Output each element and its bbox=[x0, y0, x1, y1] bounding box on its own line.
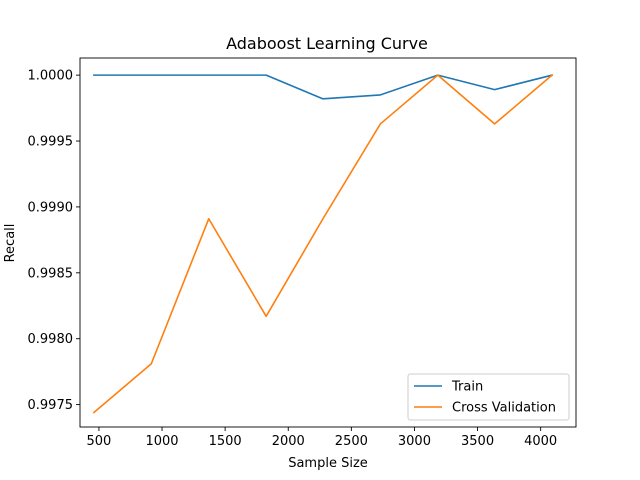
y-tick-label-1: 0.9980 bbox=[28, 332, 74, 347]
y-tick-label-2: 0.9985 bbox=[28, 266, 74, 281]
x-tick-label-5: 3000 bbox=[398, 434, 431, 449]
y-tick-label-0: 0.9975 bbox=[28, 398, 74, 413]
x-tick-label-6: 3500 bbox=[461, 434, 494, 449]
x-tick-label-7: 4000 bbox=[524, 434, 557, 449]
legend-entry-0: Train bbox=[451, 380, 483, 395]
chart-title: Adaboost Learning Curve bbox=[226, 34, 428, 53]
x-axis-label: Sample Size bbox=[288, 456, 368, 471]
plot-area: 500 1000 1500 2000 2500 3000 3500 4000 0.9975 0.9… bbox=[28, 57, 577, 449]
legend: Train Cross Validation bbox=[407, 373, 570, 421]
legend-entry-1: Cross Validation bbox=[452, 401, 556, 416]
x-tick-label-0: 500 bbox=[87, 434, 112, 449]
x-tick-label-3: 2000 bbox=[272, 434, 305, 449]
x-tick-label-4: 2500 bbox=[335, 434, 368, 449]
series-line-1 bbox=[92, 74, 554, 414]
axes-frame bbox=[79, 57, 577, 428]
y-tick-label-4: 0.9995 bbox=[28, 135, 74, 150]
y-tick-label-3: 0.9990 bbox=[28, 200, 74, 215]
x-tick-label-1: 1000 bbox=[145, 434, 178, 449]
y-tick-label-5: 1.0000 bbox=[28, 69, 74, 84]
y-axis-label: Recall bbox=[3, 224, 18, 263]
legend-box bbox=[407, 373, 570, 421]
x-tick-label-2: 1500 bbox=[209, 434, 242, 449]
series-line-0 bbox=[93, 74, 553, 100]
